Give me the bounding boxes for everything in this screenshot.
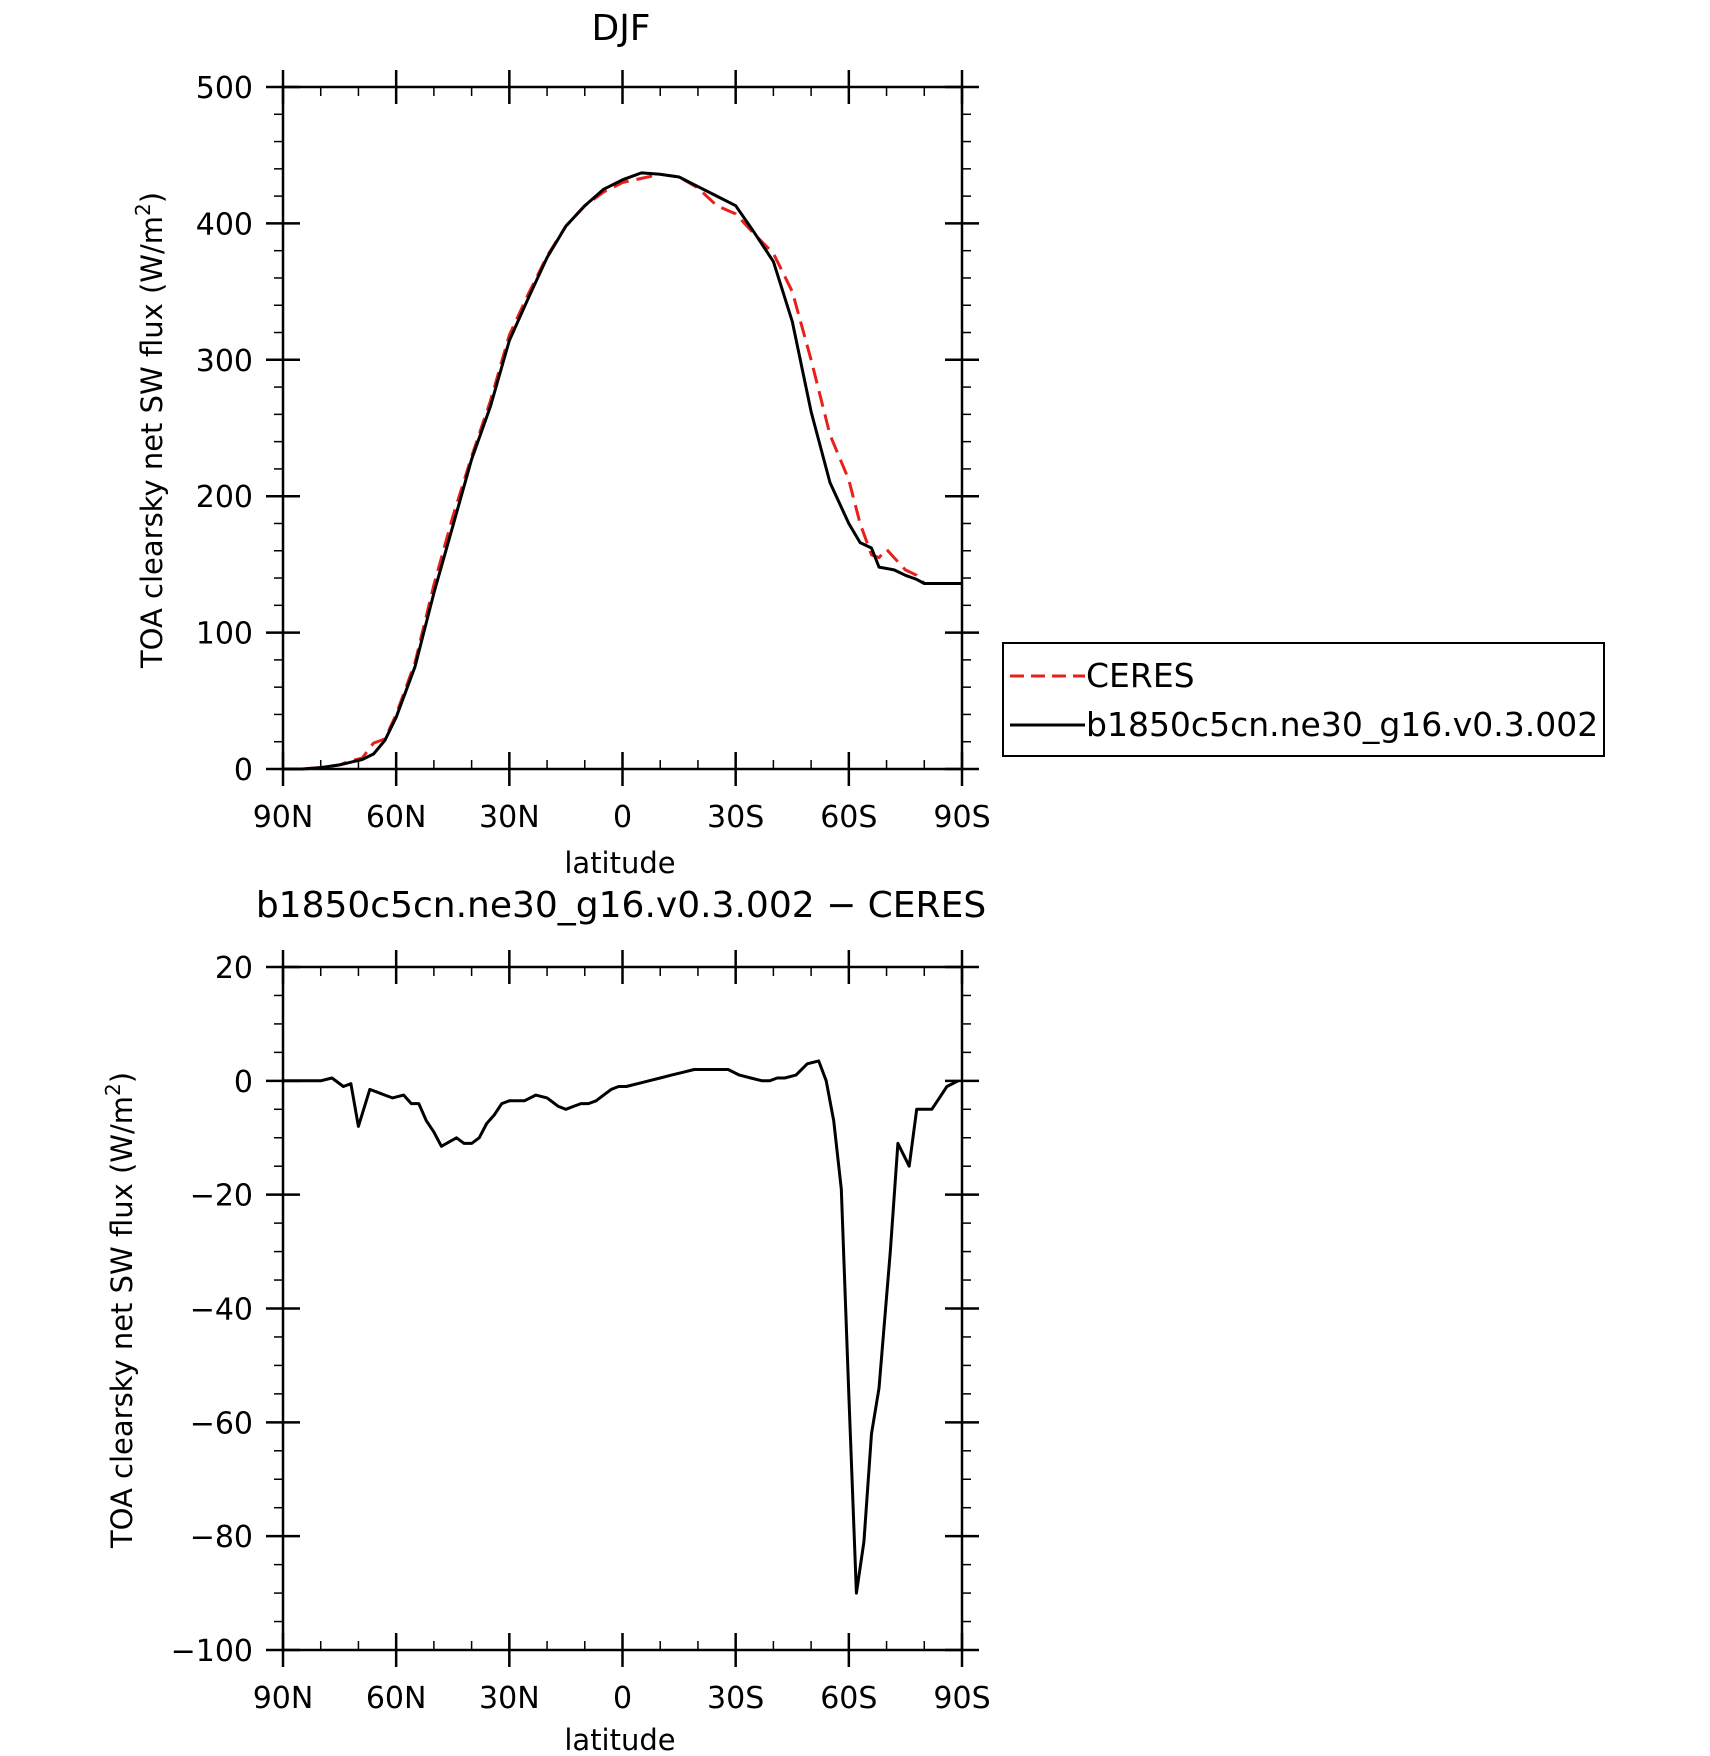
series-line-b1850c5cn-ne30-g16-v0-3-002 (283, 171, 962, 771)
bottom-ticks: 90N 60N 30N 0 30S 60S 90S 20 0 −20 −40 −60 −80 −100 (171, 950, 991, 1716)
chart-top-panel: DJF 90N 60N 30N 0 30S 60S 90S0100200300400500 … (131, 8, 1605, 880)
x-tick-label: 90S (933, 800, 990, 835)
x-tick-label: 30S (707, 1681, 764, 1716)
x-axis-label-top: latitude (564, 846, 675, 880)
y-tick-label: −80 (190, 1520, 253, 1555)
legend-box (1002, 642, 1605, 757)
legend-label-ceres: CERES (1086, 656, 1195, 695)
y-tick-label: 400 (196, 207, 253, 242)
series-line-difference (283, 1059, 959, 1595)
top-axes (281, 85, 964, 771)
y-tick-label: 200 (196, 480, 253, 515)
x-tick-label: 90S (933, 1681, 990, 1716)
x-tick-label: 30N (479, 800, 540, 835)
y-tick-label: 300 (196, 344, 253, 379)
plot-frame (281, 85, 964, 771)
x-tick-label: 60N (366, 800, 427, 835)
series-line-ceres (283, 172, 962, 771)
x-tick-label: 60S (820, 800, 877, 835)
y-tick-label: 0 (234, 1065, 253, 1100)
y-tick-label: 0 (234, 753, 253, 788)
y-tick-label: 500 (196, 71, 253, 106)
y-tick-label: 100 (196, 617, 253, 652)
x-tick-label: 90N (253, 1681, 314, 1716)
y-tick-label: −40 (190, 1293, 253, 1328)
y-axis-label-top: TOA clearsky net SW flux (W/m2) (131, 192, 169, 669)
y-axis-label-bottom: TOA clearsky net SW flux (W/m2) (101, 1072, 139, 1549)
y-tick-label: 20 (215, 951, 253, 986)
x-tick-label: 30N (479, 1681, 540, 1716)
x-tick-label: 0 (613, 800, 632, 835)
legend-label-model: b1850c5cn.ne30_g16.v0.3.002 (1086, 705, 1598, 744)
top-ticks: 90N 60N 30N 0 30S 60S 90S 0 100 200 300 400 500 (196, 70, 991, 835)
y-tick-label: −100 (171, 1634, 253, 1669)
plot-frame (281, 965, 964, 1652)
y-tick-label: −20 (190, 1179, 253, 1214)
x-tick-label: 60S (820, 1681, 877, 1716)
top-series (283, 171, 962, 771)
chart-title-bottom: b1850c5cn.ne30_g16.v0.3.002 − CERES (256, 885, 986, 926)
y-tick-label: −60 (190, 1406, 253, 1441)
x-tick-label: 30S (707, 800, 764, 835)
chart-bottom-panel: b1850c5cn.ne30_g16.v0.3.002 − CERES 90N 6… (101, 885, 991, 1756)
legend: CERES b1850c5cn.ne30_g16.v0.3.002 (1002, 642, 1605, 757)
x-axis-label-bottom: latitude (564, 1723, 675, 1756)
x-tick-label: 0 (613, 1681, 632, 1716)
bottom-series (283, 1059, 959, 1595)
x-tick-label: 90N (253, 800, 314, 835)
bottom-axes (281, 965, 964, 1652)
x-tick-label: 60N (366, 1681, 427, 1716)
chart-title-top: DJF (591, 8, 650, 49)
